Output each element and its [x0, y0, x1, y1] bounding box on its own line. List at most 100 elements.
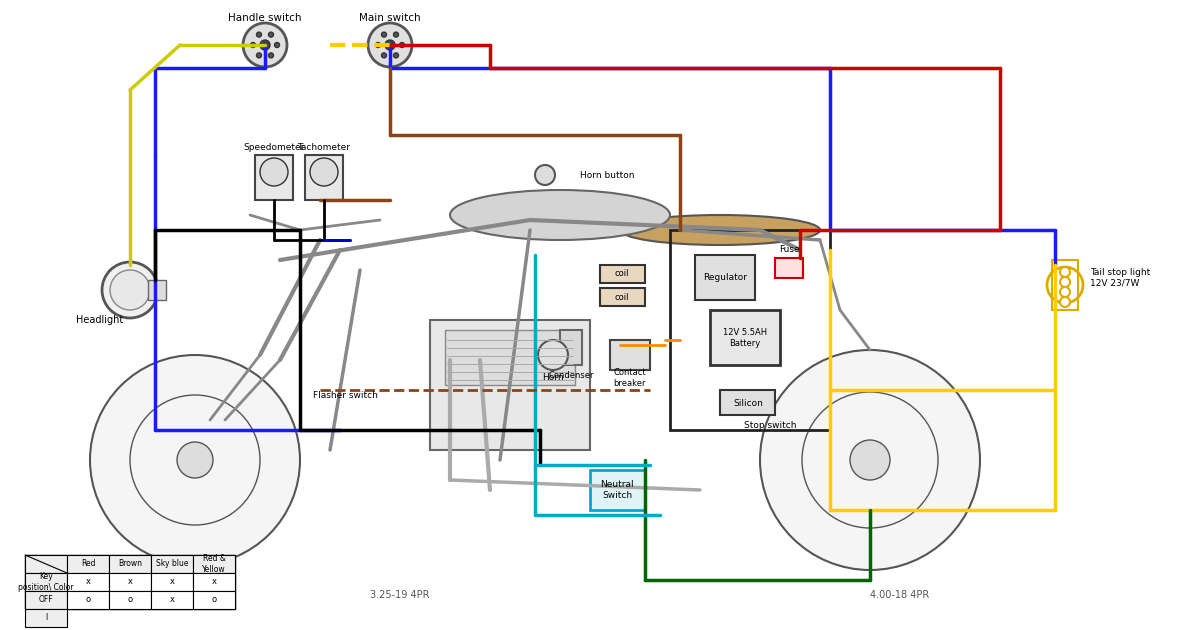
Text: Tail stop light
12V 23/7W: Tail stop light 12V 23/7W — [1090, 268, 1151, 288]
Bar — [670, 230, 830, 430]
Text: Stop switch: Stop switch — [744, 420, 797, 430]
Circle shape — [368, 23, 412, 67]
Bar — [600, 288, 646, 306]
Bar — [67, 591, 109, 609]
Circle shape — [260, 40, 270, 50]
Bar — [430, 320, 590, 450]
Bar — [25, 573, 67, 591]
Bar — [25, 591, 67, 609]
Circle shape — [269, 32, 274, 37]
Circle shape — [850, 440, 890, 480]
Text: Speedometer: Speedometer — [244, 144, 305, 152]
Bar — [151, 555, 193, 573]
Circle shape — [1046, 267, 1084, 303]
Circle shape — [1060, 297, 1070, 307]
Text: Main switch: Main switch — [359, 13, 421, 23]
Bar — [193, 555, 235, 573]
Circle shape — [275, 42, 280, 47]
Text: Sky blue: Sky blue — [156, 559, 188, 568]
Circle shape — [382, 32, 386, 37]
Text: o: o — [211, 595, 216, 605]
Bar — [25, 555, 67, 573]
Bar — [256, 155, 293, 200]
Bar — [109, 591, 151, 609]
Bar — [590, 470, 646, 510]
Text: OFF: OFF — [38, 595, 53, 605]
Circle shape — [394, 53, 398, 58]
Bar — [193, 573, 235, 591]
Text: o: o — [85, 595, 90, 605]
Text: I: I — [44, 614, 47, 622]
Bar — [109, 555, 151, 573]
Bar — [151, 591, 193, 609]
Bar — [1052, 260, 1078, 310]
Bar — [775, 258, 803, 278]
Circle shape — [260, 158, 288, 186]
Text: Tachometer: Tachometer — [298, 144, 350, 152]
Text: Neutral
Switch: Neutral Switch — [600, 480, 634, 500]
Text: Brown: Brown — [118, 559, 142, 568]
Circle shape — [382, 53, 386, 58]
Circle shape — [257, 32, 262, 37]
Text: x: x — [127, 578, 132, 587]
Text: Contact
breaker: Contact breaker — [613, 369, 647, 387]
Bar — [109, 573, 151, 591]
Text: 3.25-19 4PR: 3.25-19 4PR — [371, 590, 430, 600]
Circle shape — [1060, 287, 1070, 297]
Text: Condenser: Condenser — [548, 370, 594, 379]
Bar — [610, 340, 650, 370]
Bar — [305, 155, 343, 200]
Circle shape — [257, 53, 262, 58]
Text: Handle switch: Handle switch — [228, 13, 301, 23]
Circle shape — [242, 23, 287, 67]
Circle shape — [385, 40, 395, 50]
Circle shape — [178, 442, 214, 478]
Circle shape — [90, 355, 300, 565]
Circle shape — [400, 42, 404, 47]
Text: 12V 5.5AH
Battery: 12V 5.5AH Battery — [722, 328, 767, 348]
Circle shape — [394, 32, 398, 37]
Text: Headlight: Headlight — [77, 315, 124, 325]
Text: x: x — [169, 578, 174, 587]
Bar — [25, 555, 235, 609]
Circle shape — [102, 262, 158, 318]
Text: o: o — [127, 595, 132, 605]
Text: Flasher switch: Flasher switch — [312, 391, 378, 399]
Ellipse shape — [620, 215, 820, 245]
Circle shape — [110, 270, 150, 310]
Circle shape — [802, 392, 938, 528]
Circle shape — [269, 53, 274, 58]
Circle shape — [251, 42, 256, 47]
Text: Regulator: Regulator — [703, 273, 746, 282]
Circle shape — [538, 340, 568, 370]
Bar — [695, 255, 755, 300]
Text: Fuse: Fuse — [779, 246, 799, 255]
Circle shape — [310, 158, 338, 186]
Bar — [720, 390, 775, 415]
Bar — [148, 280, 166, 300]
Bar — [710, 310, 780, 365]
Circle shape — [535, 165, 554, 185]
Text: 4.00-18 4PR: 4.00-18 4PR — [870, 590, 930, 600]
Text: Key
position\ Color: Key position\ Color — [18, 572, 74, 592]
Bar — [193, 591, 235, 609]
Circle shape — [376, 42, 380, 47]
Bar — [600, 265, 646, 283]
Bar — [67, 555, 109, 573]
Circle shape — [1060, 267, 1070, 277]
Bar — [560, 330, 582, 365]
Bar — [67, 573, 109, 591]
Text: Red: Red — [80, 559, 95, 568]
Text: Silicon: Silicon — [733, 399, 763, 408]
Circle shape — [760, 350, 980, 570]
Text: coil: coil — [614, 292, 629, 302]
Text: coil: coil — [614, 270, 629, 278]
Text: Red &
Yellow: Red & Yellow — [202, 554, 226, 574]
Bar — [151, 573, 193, 591]
Text: x: x — [169, 595, 174, 605]
Text: x: x — [211, 578, 216, 587]
Text: Horn: Horn — [542, 374, 564, 382]
Circle shape — [1060, 277, 1070, 287]
Text: x: x — [85, 578, 90, 587]
Ellipse shape — [450, 190, 670, 240]
